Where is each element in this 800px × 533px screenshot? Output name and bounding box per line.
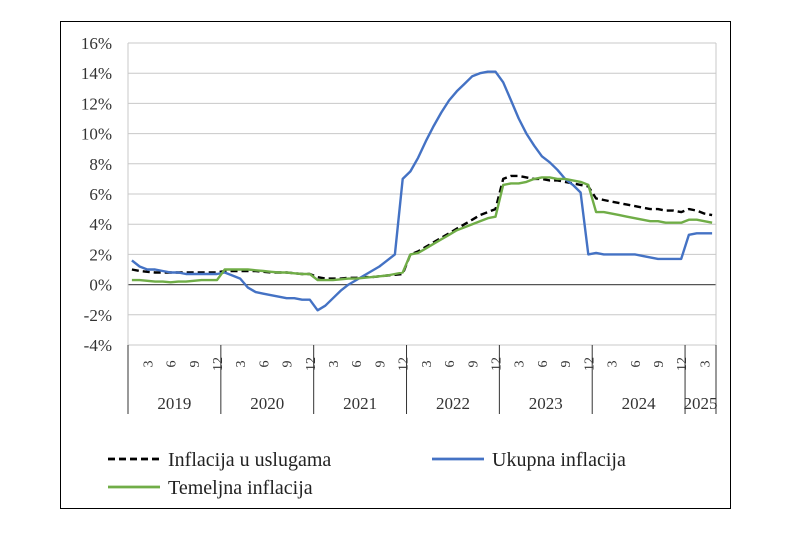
gridlines bbox=[127, 42, 717, 346]
x-month-label: 12 bbox=[397, 357, 412, 371]
x-month-label: 12 bbox=[304, 357, 319, 371]
x-month-label: 9 bbox=[373, 361, 388, 368]
legend-label: Ukupna inflacija bbox=[492, 449, 626, 471]
x-month-label: 6 bbox=[350, 361, 365, 368]
x-month-label: 6 bbox=[257, 361, 272, 368]
y-tick-label: 8% bbox=[89, 155, 112, 174]
x-month-label: 12 bbox=[675, 357, 690, 371]
chart-frame bbox=[60, 21, 731, 509]
x-month-label: 3 bbox=[420, 361, 435, 368]
x-month-label: 3 bbox=[327, 361, 342, 368]
legend-label: Inflacija u uslugama bbox=[168, 449, 331, 471]
y-tick-label: 6% bbox=[89, 185, 112, 204]
y-tick-label: 10% bbox=[81, 125, 112, 144]
x-year-label: 2024 bbox=[622, 394, 657, 413]
x-year-label: 2020 bbox=[250, 394, 284, 413]
y-tick-label: -2% bbox=[84, 306, 112, 325]
series-lines bbox=[131, 70, 713, 312]
x-month-label: 9 bbox=[559, 361, 574, 368]
y-tick-label: 2% bbox=[89, 245, 112, 264]
y-tick-label: 4% bbox=[89, 215, 112, 234]
legend: Inflacija u uslugama Ukupna inflacija Teme… bbox=[108, 449, 626, 499]
x-year-label: 2022 bbox=[436, 394, 470, 413]
series-line-inflacija-u-uslugama bbox=[131, 174, 713, 280]
x-month-label: 6 bbox=[165, 361, 180, 368]
x-year-label: 2021 bbox=[343, 394, 377, 413]
x-month-label: 12 bbox=[490, 357, 505, 371]
x-month-label: 3 bbox=[513, 361, 528, 368]
x-month-label: 9 bbox=[466, 361, 481, 368]
y-tick-label: 12% bbox=[81, 94, 112, 113]
x-axis: 3 6 9 12 3 6 9 12 3 6 9 12 3 6 9 12 3 6 9 12 3 6 9 12 3 2019 2020 2… bbox=[127, 345, 718, 414]
x-month-label: 6 bbox=[536, 361, 551, 368]
y-tick-label: -4% bbox=[84, 336, 112, 355]
x-month-label: 3 bbox=[141, 361, 156, 368]
x-month-label: 12 bbox=[211, 357, 226, 371]
series-line-temeljna-inflacija bbox=[131, 176, 713, 284]
x-month-label: 3 bbox=[698, 361, 713, 368]
x-month-label: 3 bbox=[606, 361, 621, 368]
legend-label: Temeljna inflacija bbox=[168, 477, 313, 499]
x-year-label: 2023 bbox=[529, 394, 563, 413]
x-month-label: 3 bbox=[234, 361, 249, 368]
x-month-label: 9 bbox=[652, 361, 667, 368]
x-month-label: 6 bbox=[443, 361, 458, 368]
y-axis-ticks: 16% 14% 12% 10% 8% 6% 4% 2% 0% -2% -4% bbox=[81, 34, 112, 355]
x-month-label: 9 bbox=[188, 361, 203, 368]
y-tick-label: 0% bbox=[89, 276, 112, 295]
x-month-label: 9 bbox=[281, 361, 296, 368]
x-month-label: 6 bbox=[629, 361, 644, 368]
y-tick-label: 16% bbox=[81, 34, 112, 53]
x-month-label: 12 bbox=[582, 357, 597, 371]
series-line-ukupna-inflacija bbox=[131, 70, 713, 312]
y-tick-label: 14% bbox=[81, 64, 112, 83]
x-year-label: 2019 bbox=[157, 394, 191, 413]
x-year-label: 2025 bbox=[684, 394, 718, 413]
